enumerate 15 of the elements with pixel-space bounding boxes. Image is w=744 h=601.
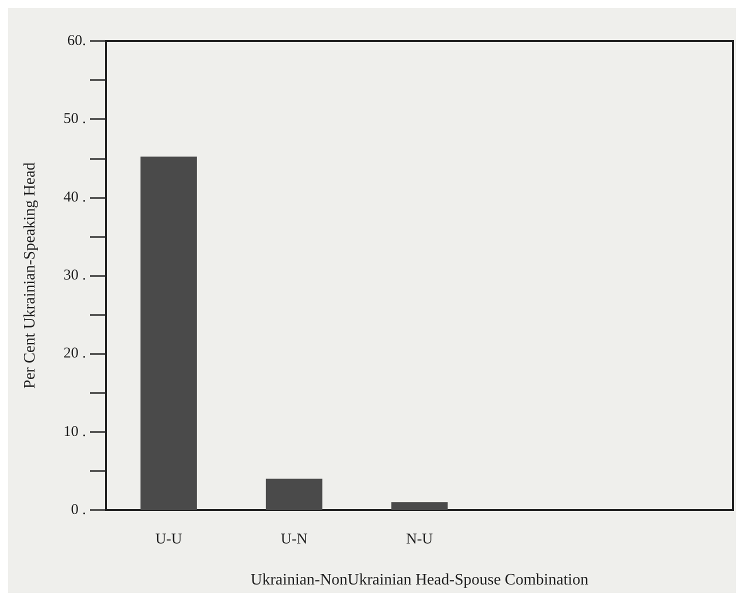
y-tick-label: 20 . [64, 346, 86, 362]
y-tick-label: 30 . [64, 268, 86, 284]
x-tick-label: U-N [280, 532, 308, 548]
y-tick-label: 0 . [71, 502, 86, 518]
y-tick-label: 60. [67, 33, 86, 49]
bar [140, 156, 197, 510]
bar [266, 478, 322, 510]
x-tick-label: U-U [155, 532, 182, 548]
x-tick-label: N-U [406, 532, 433, 548]
bar [391, 502, 448, 510]
y-tick-label: 50 . [64, 111, 86, 128]
y-tick-label: 10 . [64, 424, 86, 440]
x-axis-title: Ukrainian-NonUkrainian Head-Spouse Combination [250, 572, 588, 588]
y-tick-label: 40 . [64, 189, 86, 206]
y-axis-title: Per Cent Ukrainian-Speaking Head [22, 162, 38, 389]
